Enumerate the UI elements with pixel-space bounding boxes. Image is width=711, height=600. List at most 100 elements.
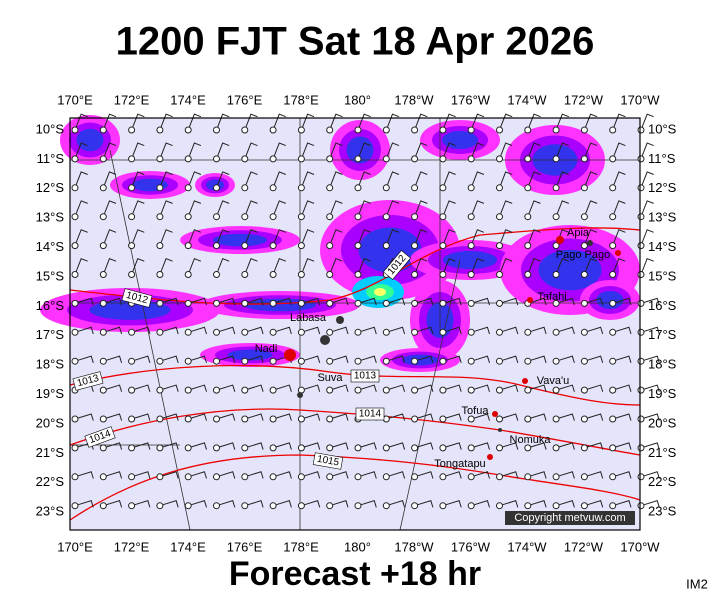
wind-barb <box>499 200 513 217</box>
station <box>326 357 334 365</box>
latitude-label: 23°S <box>648 504 677 519</box>
wind-barb <box>159 200 173 217</box>
wind-barb <box>414 200 428 217</box>
wind-barb <box>131 442 151 450</box>
station <box>213 242 220 250</box>
wind-barb <box>329 413 349 421</box>
wind-barb <box>612 500 632 508</box>
station <box>99 473 107 481</box>
wind-barb <box>301 297 321 306</box>
station <box>382 184 390 192</box>
station <box>156 126 164 134</box>
wind-barb <box>442 113 456 131</box>
station <box>326 213 334 221</box>
station <box>496 184 503 192</box>
station <box>241 126 249 134</box>
station <box>552 299 560 307</box>
wind-barb <box>499 471 519 479</box>
latitude-label: 18°S <box>648 357 677 372</box>
islands <box>284 236 621 460</box>
wind-barb <box>414 171 428 188</box>
wind-barb <box>272 471 292 479</box>
wind-barb <box>159 442 179 450</box>
wind-barb <box>216 142 230 160</box>
wind-barb <box>131 142 145 160</box>
station <box>552 386 560 394</box>
copyright: Copyright metvuw.com <box>514 512 625 524</box>
wind-barb <box>442 413 462 421</box>
wind-barb <box>640 171 654 188</box>
station <box>297 502 305 510</box>
station <box>156 415 164 423</box>
station <box>552 184 560 192</box>
station <box>297 184 305 192</box>
title: 1200 FJT Sat 18 Apr 2026 <box>116 20 595 64</box>
wind-barb <box>301 326 321 335</box>
wind-barb <box>244 258 258 275</box>
wind-barb <box>74 142 88 160</box>
station <box>128 444 136 452</box>
wind-barb <box>103 384 123 392</box>
wind-barb <box>555 442 575 450</box>
latitude-label: 16°S <box>648 298 677 313</box>
station <box>213 299 220 307</box>
wind-barb <box>442 258 456 275</box>
longitude-label: 170°E <box>57 539 93 554</box>
wind-barb <box>131 258 145 275</box>
rain-cell <box>538 249 602 291</box>
place-label: Tofua <box>462 405 490 417</box>
station <box>467 242 475 250</box>
wind-barb <box>386 500 406 508</box>
station <box>156 184 164 192</box>
wind-barb <box>329 297 349 306</box>
station <box>241 242 249 250</box>
station <box>354 299 362 307</box>
station <box>156 357 164 365</box>
wind-barb <box>583 258 598 275</box>
station <box>524 473 532 481</box>
wind-barb <box>386 326 406 335</box>
station <box>184 415 192 423</box>
latitude-label: 13°S <box>36 210 65 225</box>
station <box>382 444 390 452</box>
station <box>128 415 136 423</box>
station <box>326 184 334 192</box>
wind-barb <box>555 413 575 421</box>
isobar-label-group: 1015 <box>312 452 344 470</box>
station <box>213 415 220 423</box>
wind-barb <box>74 413 94 421</box>
wind-barb <box>471 500 490 508</box>
station <box>184 502 192 510</box>
latitude-label: 13°S <box>648 210 677 225</box>
wind-barb <box>527 142 541 160</box>
isobar-label: 1015 <box>316 454 340 469</box>
station <box>71 357 79 365</box>
wind-barb <box>584 384 604 392</box>
wind-barb <box>386 384 406 392</box>
latitude-label: 20°S <box>648 415 677 430</box>
station <box>71 242 79 250</box>
wind-barb <box>329 258 343 275</box>
wind-barb <box>527 326 547 335</box>
station <box>496 328 503 336</box>
station <box>354 444 362 452</box>
station <box>524 126 532 134</box>
longitude-label: 176°W <box>451 539 491 554</box>
longitude-label: 174°W <box>507 539 547 554</box>
station <box>99 126 107 134</box>
wind-barb <box>216 297 236 306</box>
wind-barb <box>159 297 179 306</box>
wind-barb <box>584 471 604 479</box>
wind-barb <box>583 142 598 160</box>
longitude-label: 178°W <box>394 539 434 554</box>
wind-barb <box>102 258 117 275</box>
latitude-label: 22°S <box>648 474 677 489</box>
longitude-label: 170°W <box>620 92 660 107</box>
wind-barb <box>188 326 207 335</box>
station <box>411 184 419 192</box>
station <box>297 444 305 452</box>
wind-barb <box>272 442 292 450</box>
wind-barb <box>414 355 434 364</box>
wind-barb <box>357 355 377 364</box>
wind-barb <box>555 500 575 508</box>
